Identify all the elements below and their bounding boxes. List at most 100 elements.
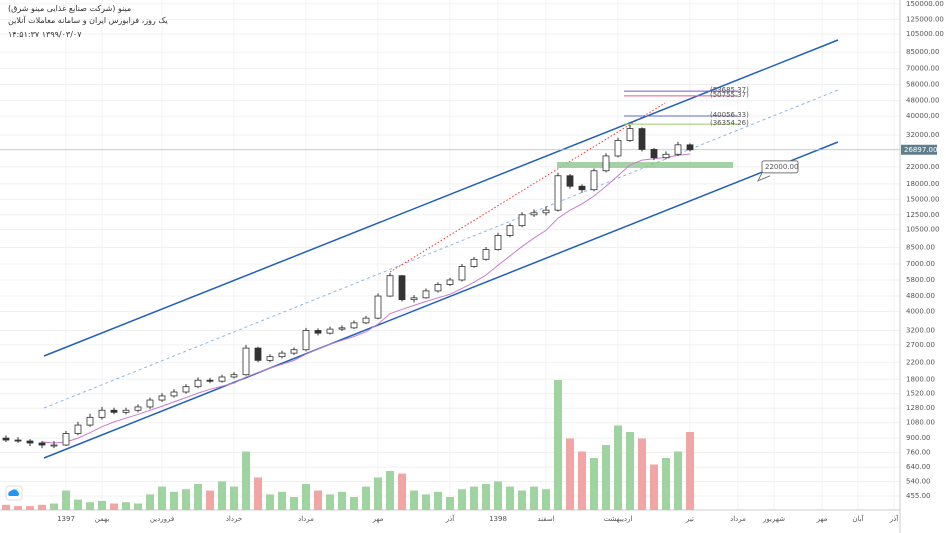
y-tick-label: 900.00: [906, 434, 931, 442]
channel-upper: [43, 39, 839, 357]
volume-bar: [590, 458, 598, 510]
y-tick-label: 640.00: [906, 463, 931, 471]
volume-bar: [626, 432, 634, 510]
volume-bar: [422, 494, 430, 510]
volume-bar: [314, 490, 322, 510]
volume-bar: [50, 503, 58, 510]
candle-body: [2, 437, 10, 441]
volume-bar: [470, 486, 478, 510]
volume-bar: [650, 464, 658, 510]
volume-bar: [98, 500, 106, 510]
volume-bar: [686, 432, 694, 510]
volume-bar: [170, 491, 178, 510]
x-tick-label: بهمن: [95, 515, 110, 523]
candle-body: [602, 155, 610, 172]
volume-bar: [194, 484, 202, 510]
candle-body: [614, 140, 622, 157]
candle-body: [182, 386, 190, 393]
last-price-tag: [901, 144, 937, 155]
y-tick-label: 760.00: [906, 448, 931, 456]
candle-body: [566, 175, 574, 187]
candle-body: [638, 128, 646, 150]
volume-bar: [542, 489, 550, 510]
x-tick-label: آذر: [889, 514, 899, 523]
level-label: (50755.37): [710, 91, 749, 99]
trend-dotted: [389, 102, 666, 273]
volume-bar: [110, 503, 118, 510]
y-tick-label: 4000.00: [906, 308, 935, 316]
candle-body: [506, 225, 514, 236]
x-tick-label: مرداد: [298, 515, 314, 523]
candle-body: [170, 391, 178, 397]
candle-body: [662, 153, 670, 159]
volume-bar: [86, 502, 94, 510]
volume-bar: [2, 504, 10, 510]
y-tick-label: 455.00: [906, 492, 931, 500]
logo: [5, 485, 23, 501]
candle-body: [26, 440, 34, 444]
candle-body: [302, 330, 310, 351]
candle-body: [410, 297, 418, 301]
level-label: (53685.37): [710, 86, 749, 94]
x-tick-label: اردیبهشت: [604, 515, 633, 523]
volume-bar: [338, 491, 346, 510]
y-tick-label: 540.00: [906, 478, 931, 486]
x-tick-label: 1397: [57, 515, 75, 523]
candle-body: [266, 356, 274, 361]
volume-bar: [326, 494, 334, 510]
y-tick-label: 150000.00: [906, 0, 944, 8]
volume-bar: [278, 491, 286, 510]
level-label: (40056.33): [710, 111, 749, 119]
volume-bar: [350, 497, 358, 510]
volume-bar: [398, 473, 406, 510]
volume-bar: [482, 484, 490, 510]
candle-body: [482, 249, 490, 260]
x-tick-label: مهر: [816, 515, 828, 523]
candle-body: [386, 275, 394, 297]
volume-bar: [614, 425, 622, 510]
volume-bar: [674, 451, 682, 510]
candle-body: [674, 144, 682, 155]
candle-body: [686, 144, 694, 151]
candle-body: [374, 295, 382, 319]
y-tick-label: 1280.00: [906, 404, 935, 412]
volume-bar: [554, 380, 562, 510]
volume-bar: [446, 497, 454, 510]
volume-bar: [374, 477, 382, 510]
x-tick-label: مرداد: [730, 515, 746, 523]
candle-body: [554, 175, 562, 211]
y-tick-label: 2200.00: [906, 358, 935, 366]
candle-body: [626, 128, 634, 141]
volume-bar: [566, 438, 574, 510]
x-tick-label: شهریور: [762, 515, 785, 523]
volume-bar: [302, 484, 310, 510]
candle-body: [122, 409, 130, 413]
volume-bar: [386, 471, 394, 510]
level-label: (36354.26): [710, 119, 749, 127]
callout-box: [761, 160, 799, 174]
callout-label: 22000.00: [765, 163, 798, 171]
y-tick-label: 10500.00: [906, 226, 939, 234]
candle-body: [74, 424, 82, 434]
y-tick-label: 7000.00: [906, 260, 935, 268]
candle-body: [578, 185, 586, 191]
candle-body: [362, 317, 370, 324]
x-tick-label: فروردین: [150, 515, 174, 523]
candle-body: [398, 275, 406, 301]
candle-body: [590, 170, 598, 191]
y-tick-label: 3200.00: [906, 326, 935, 334]
y-tick-label: 1800.00: [906, 375, 935, 383]
candle-body: [326, 328, 334, 334]
candle-body: [278, 352, 286, 358]
y-tick-label: 40000.00: [906, 112, 939, 120]
volume-bar: [410, 490, 418, 510]
volume-bar: [242, 451, 250, 510]
last-price-label: 26897.00: [904, 146, 937, 154]
volume-bar: [434, 491, 442, 510]
y-tick-label: 48000.00: [906, 97, 939, 105]
candle-body: [134, 406, 142, 411]
y-tick-label: 15000.00: [906, 195, 939, 203]
x-tick-label: آبان: [852, 514, 864, 523]
candle-body: [14, 439, 22, 442]
candle-body: [314, 330, 322, 334]
